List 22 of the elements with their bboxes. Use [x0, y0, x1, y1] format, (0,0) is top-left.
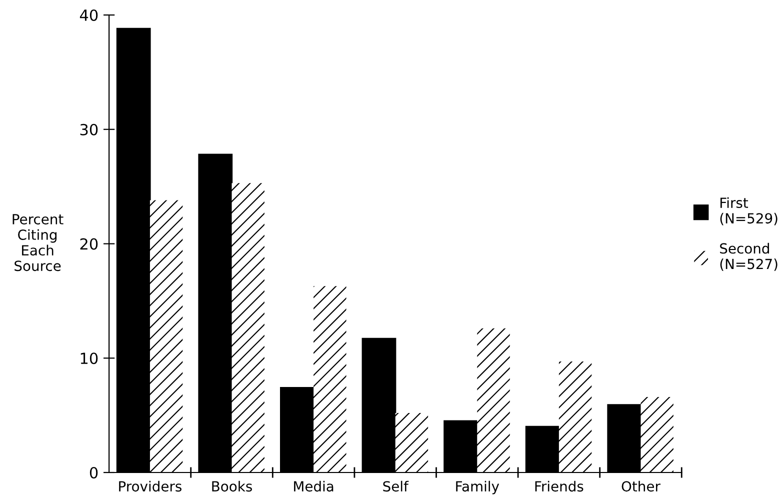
- bar: [150, 200, 183, 472]
- y-tick-label: 40: [80, 9, 98, 22]
- x-tick-label: Family: [456, 480, 500, 494]
- bar: [640, 397, 674, 472]
- legend-label: Second (N=527): [720, 242, 778, 271]
- x-tick-label: Other: [622, 480, 660, 492]
- x-tick-label: Self: [383, 480, 409, 492]
- y-axis-title: Percent Citing Each Source: [12, 214, 64, 272]
- bar: [314, 286, 346, 472]
- bar: [477, 328, 510, 472]
- x-tick-label: Books: [212, 480, 252, 492]
- x-tick-label: Media: [294, 480, 334, 492]
- y-tick-label: 30: [80, 124, 98, 136]
- bar: [232, 183, 264, 472]
- y-tick-label: 0: [90, 466, 98, 479]
- y-tick-label: 10: [80, 352, 98, 364]
- legend-label: First (N=529): [720, 197, 778, 226]
- bar: [558, 362, 592, 472]
- bar: [395, 413, 428, 472]
- x-tick-label: Friends: [535, 480, 584, 492]
- y-tick-label: 20: [80, 238, 98, 250]
- x-tick-label: Providers: [119, 480, 182, 492]
